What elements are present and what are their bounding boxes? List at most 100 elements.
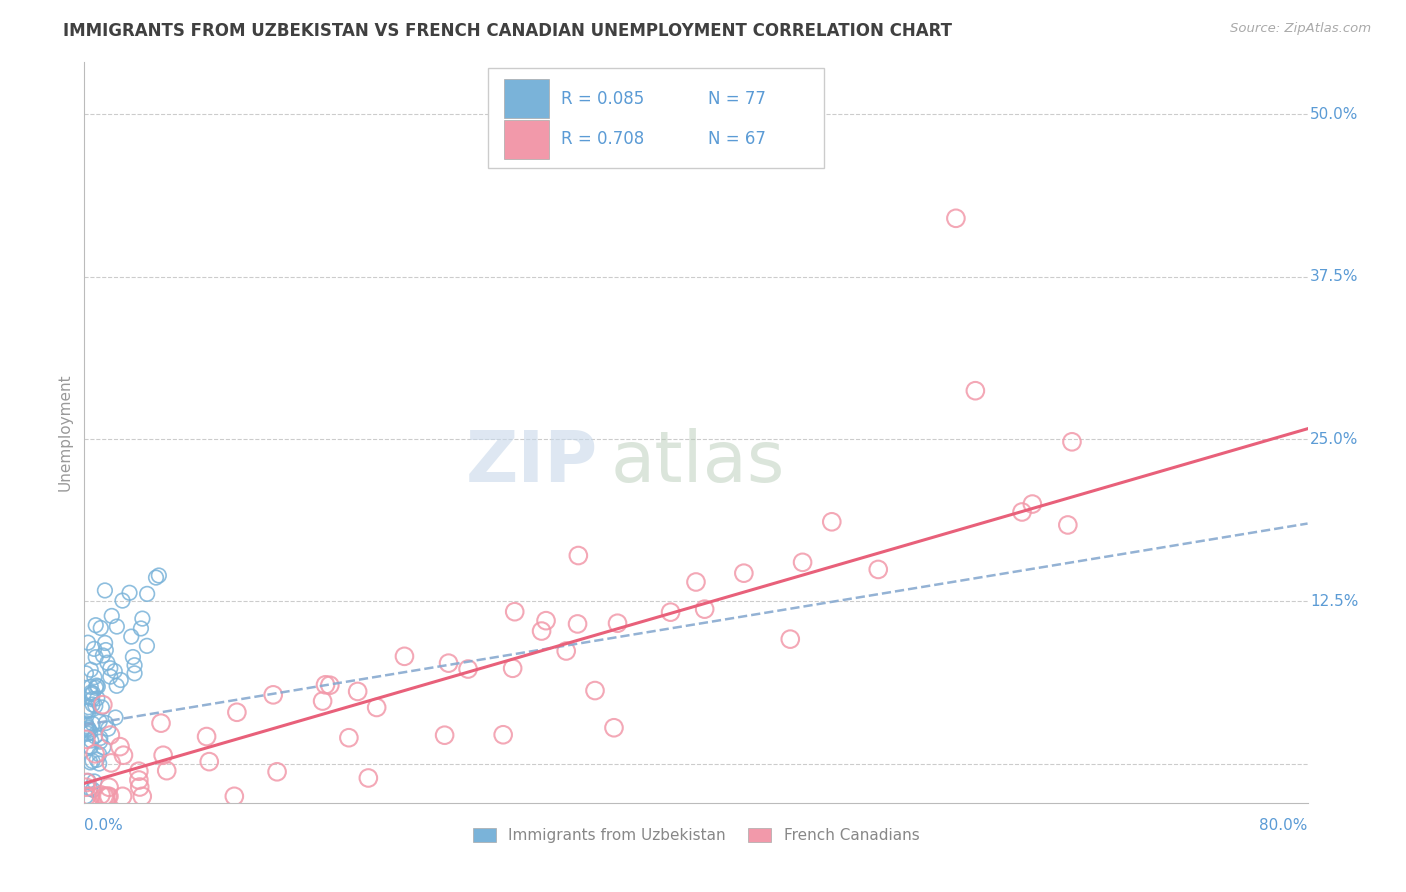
Point — [606, 616, 628, 631]
Point — [150, 716, 173, 731]
Point — [82, 698, 104, 712]
Point — [311, 694, 333, 708]
Point — [118, 586, 141, 600]
Text: 50.0%: 50.0% — [1310, 107, 1358, 122]
Point — [89, 747, 111, 762]
Point — [90, 788, 112, 802]
Point — [128, 780, 150, 794]
Text: 37.5%: 37.5% — [1310, 269, 1358, 285]
Text: R = 0.085: R = 0.085 — [561, 90, 645, 108]
Point — [94, 643, 117, 657]
Point — [266, 764, 288, 779]
Point — [77, 704, 100, 718]
Point — [79, 739, 101, 754]
Point — [94, 789, 117, 804]
Point — [821, 515, 844, 529]
Point — [346, 684, 368, 698]
Point — [502, 661, 524, 675]
FancyBboxPatch shape — [488, 69, 824, 169]
Point — [84, 650, 107, 665]
Point — [262, 688, 284, 702]
Point — [89, 714, 111, 729]
Point — [156, 764, 179, 778]
Point — [91, 698, 114, 712]
Point — [136, 587, 159, 601]
Point — [1060, 434, 1083, 449]
Point — [120, 630, 142, 644]
Point — [77, 635, 100, 649]
Point — [530, 624, 553, 638]
Point — [77, 700, 100, 714]
Y-axis label: Unemployment: Unemployment — [58, 374, 73, 491]
Point — [128, 764, 150, 779]
Text: 12.5%: 12.5% — [1310, 594, 1358, 609]
Point — [868, 562, 890, 576]
Point — [80, 663, 103, 677]
Point — [394, 649, 416, 664]
Point — [89, 734, 111, 748]
Text: R = 0.708: R = 0.708 — [561, 130, 645, 148]
Point — [319, 678, 342, 692]
Point — [86, 691, 108, 706]
Point — [93, 789, 115, 804]
Point — [82, 754, 104, 768]
Point — [77, 723, 100, 737]
Point — [659, 605, 682, 619]
Point — [75, 732, 97, 747]
Legend: Immigrants from Uzbekistan, French Canadians: Immigrants from Uzbekistan, French Canad… — [465, 821, 927, 851]
Text: 25.0%: 25.0% — [1310, 432, 1358, 447]
Point — [136, 639, 159, 653]
Point — [90, 700, 112, 714]
Point — [104, 710, 127, 724]
Point — [129, 622, 152, 636]
Point — [76, 704, 98, 718]
Point — [583, 683, 606, 698]
Text: 0.0%: 0.0% — [84, 818, 124, 833]
Point — [100, 756, 122, 770]
Text: 80.0%: 80.0% — [1260, 818, 1308, 833]
Point — [555, 644, 578, 658]
Point — [567, 549, 589, 563]
FancyBboxPatch shape — [503, 120, 550, 159]
Point — [124, 666, 146, 681]
Point — [77, 727, 100, 741]
Point — [98, 670, 121, 684]
Point — [94, 716, 117, 731]
Point — [733, 566, 755, 581]
Point — [75, 666, 97, 681]
Point — [76, 789, 98, 804]
Point — [89, 756, 111, 771]
Point — [84, 618, 107, 632]
Point — [104, 664, 127, 678]
Text: IMMIGRANTS FROM UZBEKISTAN VS FRENCH CANADIAN UNEMPLOYMENT CORRELATION CHART: IMMIGRANTS FROM UZBEKISTAN VS FRENCH CAN… — [63, 22, 952, 40]
Point — [98, 789, 121, 804]
Point — [693, 602, 716, 616]
Point — [83, 774, 105, 789]
Point — [357, 771, 380, 785]
Point — [111, 789, 134, 804]
Point — [567, 616, 589, 631]
Point — [83, 670, 105, 684]
Point — [225, 706, 247, 720]
Point — [98, 780, 121, 795]
Point — [111, 593, 134, 607]
Point — [90, 621, 112, 635]
Point — [75, 780, 97, 795]
Point — [503, 605, 526, 619]
Point — [83, 641, 105, 656]
Point — [128, 772, 150, 787]
Point — [492, 728, 515, 742]
Point — [80, 687, 103, 701]
Point — [77, 739, 100, 754]
Point — [82, 716, 104, 731]
Point — [145, 571, 167, 585]
Point — [77, 773, 100, 788]
Point — [77, 721, 100, 735]
Point — [94, 636, 117, 650]
Point — [110, 673, 132, 687]
Point — [97, 722, 120, 736]
Point — [603, 721, 626, 735]
Text: N = 67: N = 67 — [709, 130, 766, 148]
Point — [1021, 497, 1043, 511]
Point — [76, 719, 98, 733]
